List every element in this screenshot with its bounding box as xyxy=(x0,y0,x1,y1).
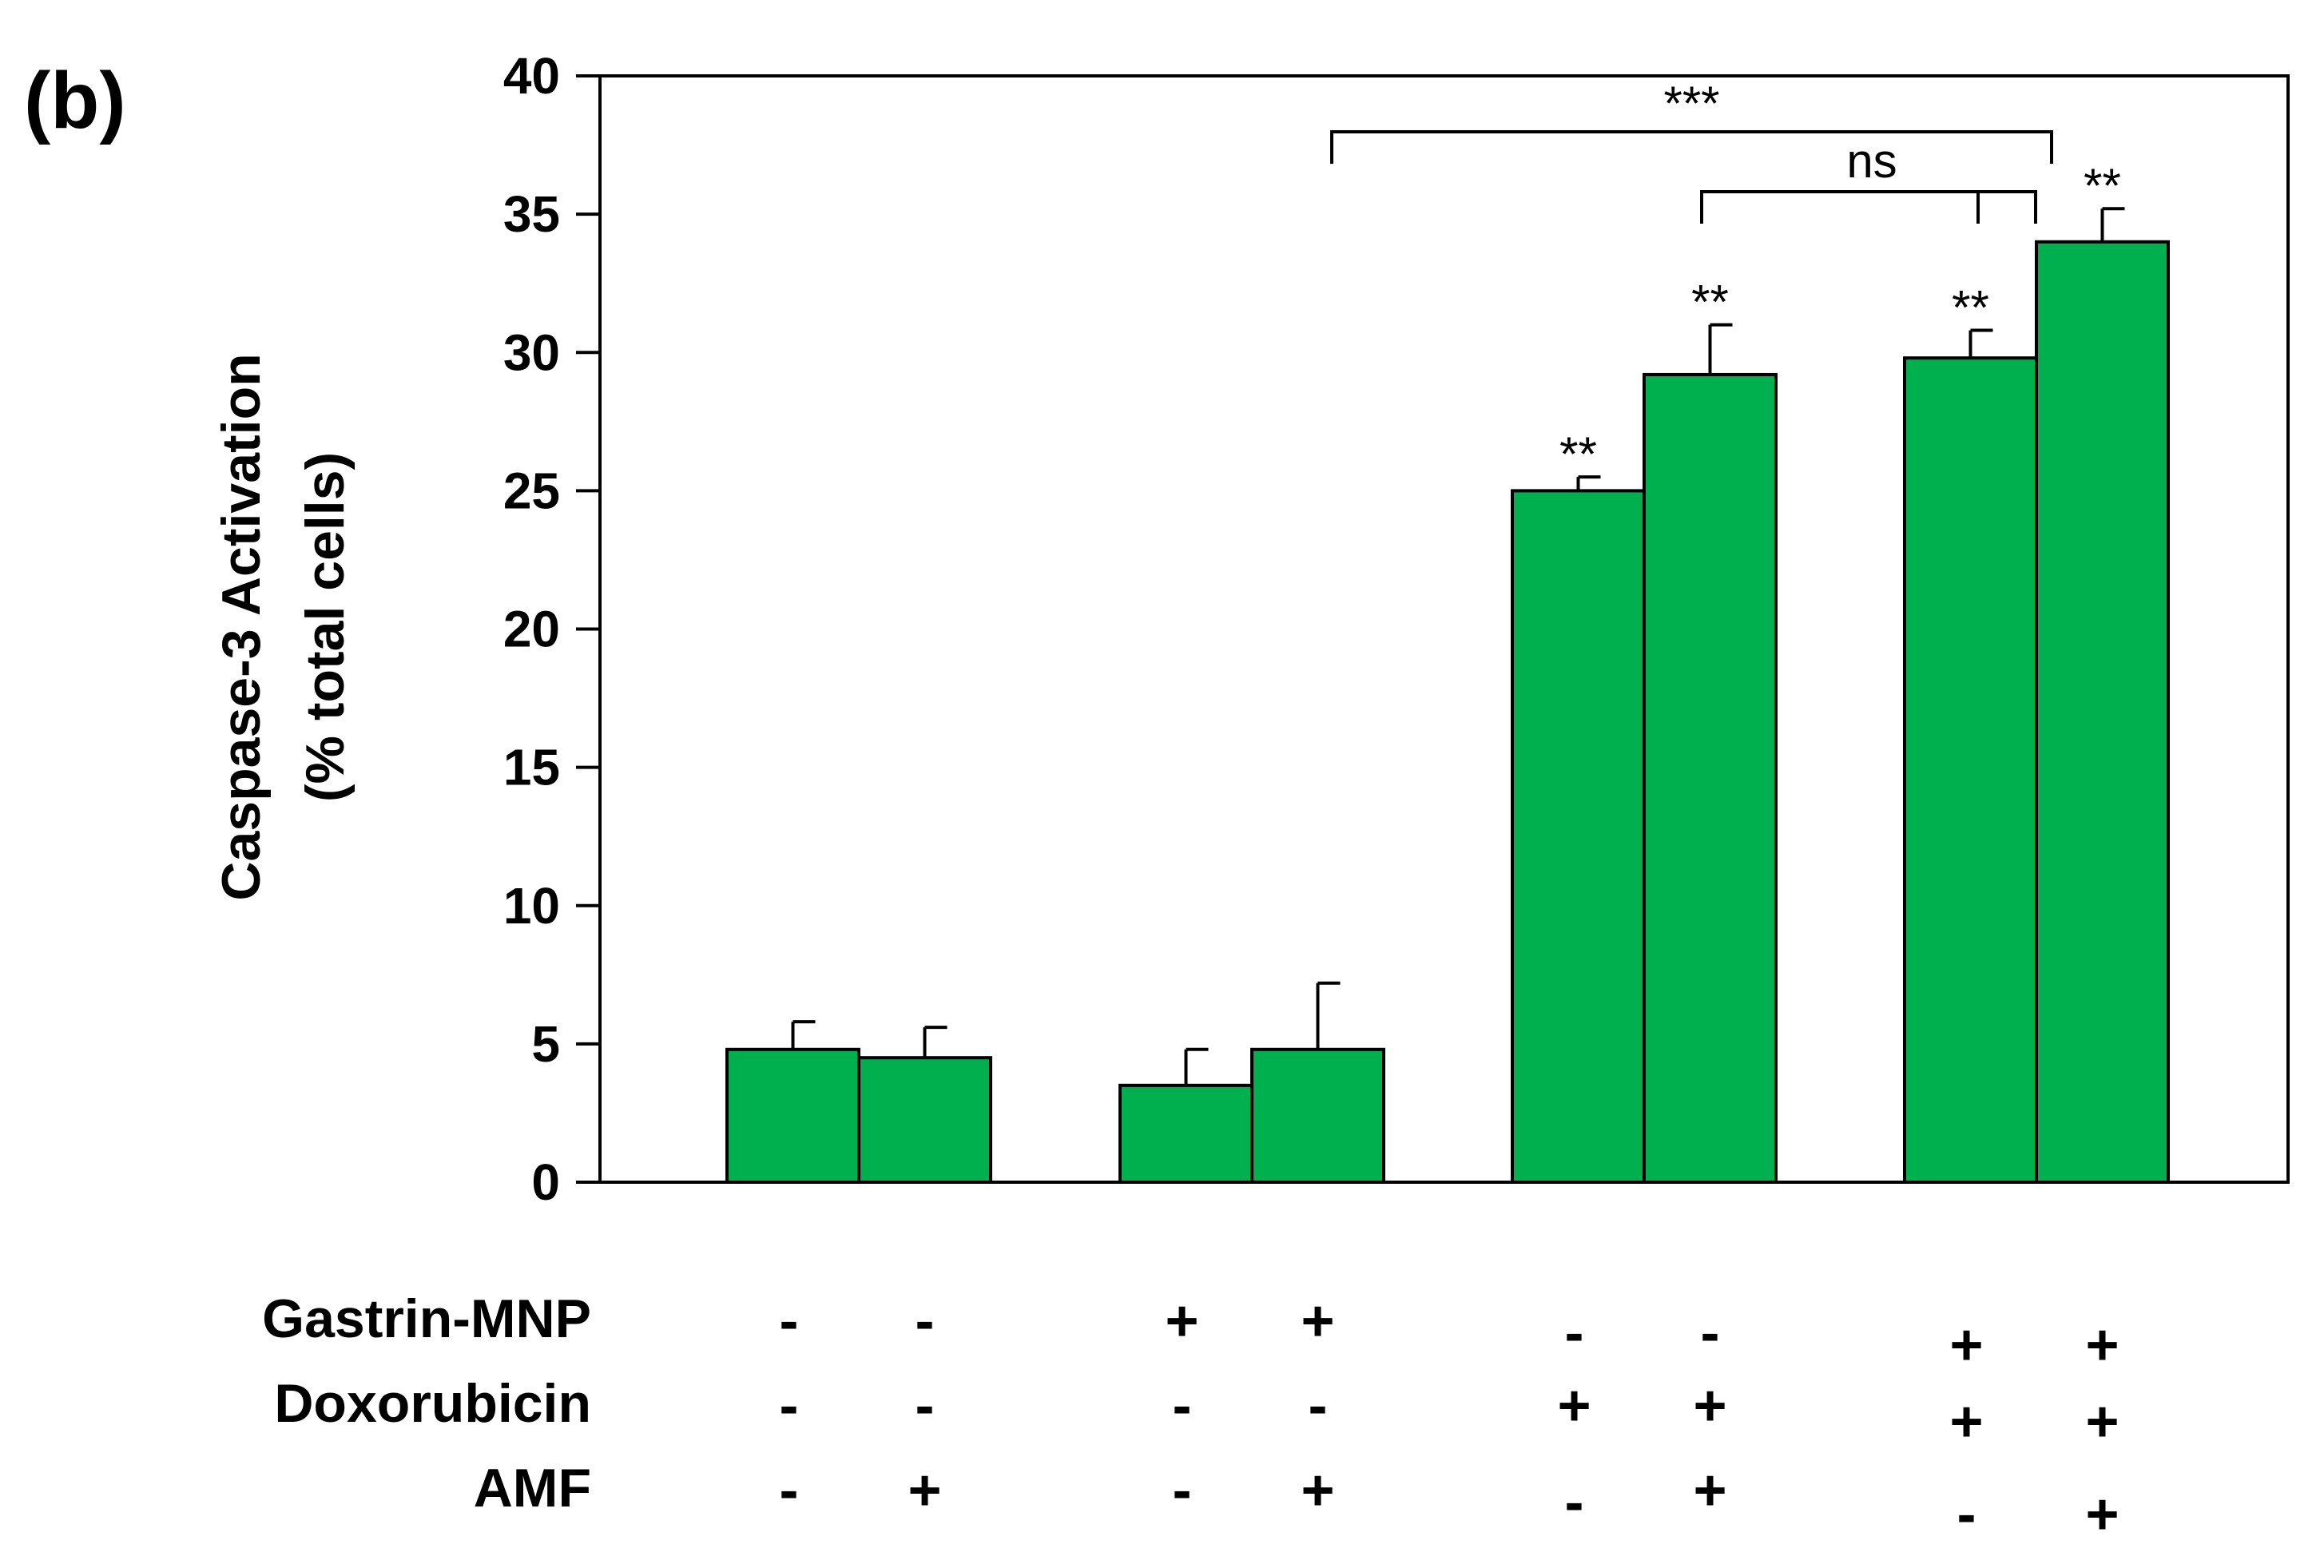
significance-brackets: *** ns xyxy=(1330,77,2053,224)
condition-sign: - xyxy=(1173,1459,1192,1522)
condition-label: Gastrin-MNP xyxy=(262,1288,591,1349)
condition-sign: - xyxy=(780,1459,799,1522)
condition-sign: + xyxy=(908,1459,941,1522)
condition-sign: + xyxy=(2085,1483,2119,1546)
condition-sign: + xyxy=(2085,1313,2119,1377)
significance-marker: ** xyxy=(1952,281,1989,335)
condition-sign: - xyxy=(1957,1483,1976,1546)
bar xyxy=(1250,1047,1385,1185)
condition-sign: - xyxy=(780,1289,799,1353)
y-tick-label: 40 xyxy=(503,47,560,105)
bar xyxy=(725,1047,860,1185)
y-tick-label: 35 xyxy=(503,185,560,243)
condition-sign: - xyxy=(780,1374,799,1438)
condition-sign: + xyxy=(1949,1390,1983,1454)
condition-sign: + xyxy=(1301,1459,1334,1522)
condition-sign: - xyxy=(916,1289,935,1353)
y-tick-label: 15 xyxy=(503,739,560,796)
y-tick-label: 20 xyxy=(503,601,560,658)
condition-sign: + xyxy=(1949,1313,1983,1377)
condition-sign: - xyxy=(1701,1301,1720,1365)
bar xyxy=(2035,240,2170,1184)
bracket-line xyxy=(1330,130,2053,164)
significance-marker: ** xyxy=(2084,159,2121,212)
significance-marker: ** xyxy=(1691,276,1729,329)
y-tick-label: 25 xyxy=(503,462,560,519)
y-tick-label: 10 xyxy=(503,877,560,935)
bracket-label: *** xyxy=(1663,77,1719,130)
y-tick-label: 5 xyxy=(531,1015,560,1073)
y-axis-label: Caspase-3 Activation (% total cells) xyxy=(211,353,356,900)
condition-sign: + xyxy=(1557,1374,1591,1438)
panel-label: (b) xyxy=(24,56,126,145)
bracket-label: ns xyxy=(1846,134,1897,188)
y-tick-label: 30 xyxy=(503,324,560,381)
bar xyxy=(857,1056,992,1184)
y-axis-label-line2: (% total cells) xyxy=(295,452,356,802)
condition-table: Gastrin-MNP - - + + - - + + Doxorubicin - - - - + + + + AM… xyxy=(262,1288,2119,1546)
condition-label: AMF xyxy=(474,1458,591,1518)
condition-sign: + xyxy=(1693,1374,1726,1438)
bar xyxy=(1903,356,2038,1184)
y-axis-label-line1: Caspase-3 Activation xyxy=(211,353,272,900)
condition-sign: + xyxy=(2085,1390,2119,1454)
condition-sign: + xyxy=(1301,1289,1334,1353)
y-ticks: 0 5 10 15 20 25 30 35 40 xyxy=(503,47,600,1211)
condition-sign: - xyxy=(1309,1374,1328,1438)
bars: ** ** ** ** xyxy=(725,159,2170,1185)
y-tick-label: 0 xyxy=(531,1153,560,1211)
bracket-line xyxy=(1700,190,2037,224)
bar xyxy=(1118,1083,1253,1184)
condition-sign: - xyxy=(916,1374,935,1438)
condition-sign: - xyxy=(1565,1301,1584,1365)
condition-sign: + xyxy=(1693,1459,1726,1522)
condition-sign: - xyxy=(1565,1471,1584,1534)
condition-label: Doxorubicin xyxy=(274,1373,591,1434)
significance-marker: ** xyxy=(1559,427,1597,481)
bar xyxy=(1511,489,1646,1184)
condition-sign: - xyxy=(1173,1374,1192,1438)
bar xyxy=(1643,372,1778,1184)
condition-sign: + xyxy=(1165,1289,1198,1353)
